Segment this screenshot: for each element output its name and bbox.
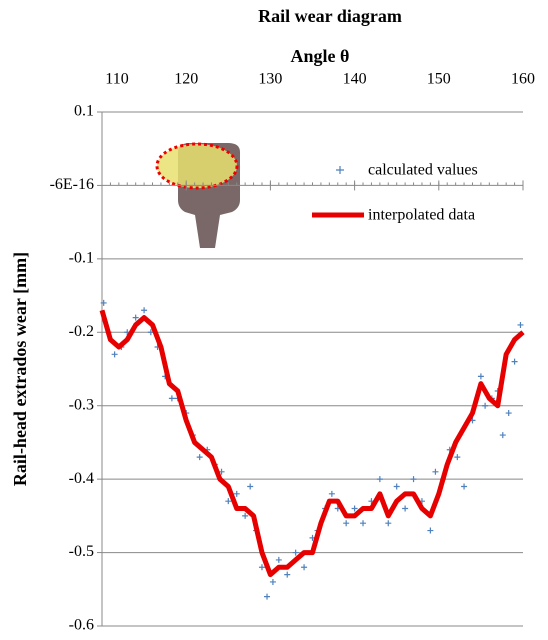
calculated-point: [343, 520, 350, 527]
calculated-point: [233, 490, 240, 497]
y-tick-label: -0.2: [69, 323, 94, 340]
calculated-point: [385, 520, 392, 527]
calculated-point: [410, 476, 417, 483]
y-tick-label: -0.6: [69, 617, 94, 634]
calculated-point: [141, 307, 148, 314]
calculated-point: [258, 564, 265, 571]
calculated-point: [264, 593, 271, 600]
calculated-point: [275, 556, 282, 563]
calculated-point: [376, 476, 383, 483]
x-axis-label: Angle θ: [291, 46, 350, 66]
wear-zone: [155, 142, 239, 190]
calculated-point: [427, 527, 434, 534]
calculated-point: [461, 483, 468, 490]
x-tick-label: 130: [258, 71, 282, 88]
chart-title: Rail wear diagram: [258, 6, 402, 26]
y-tick-label: -0.1: [69, 250, 94, 267]
x-tick-label: 120: [174, 71, 198, 88]
calculated-point: [269, 578, 276, 585]
calculated-point: [132, 314, 139, 321]
calculated-point: [242, 512, 249, 519]
y-tick-label: -0.4: [69, 470, 94, 487]
calculated-point: [402, 505, 409, 512]
calculated-point: [432, 468, 439, 475]
calculated-point: [111, 351, 118, 358]
legend-label: interpolated data: [368, 207, 475, 224]
legend-marker: [336, 166, 344, 174]
calculated-point: [301, 564, 308, 571]
calculated-point: [247, 483, 254, 490]
y-tick-label: -0.5: [69, 543, 94, 560]
calculated-point: [328, 490, 335, 497]
y-tick-label: -0.3: [69, 396, 94, 413]
calculated-point: [351, 505, 358, 512]
calculated-point: [284, 571, 291, 578]
calculated-point: [196, 454, 203, 461]
calculated-point: [517, 321, 524, 328]
y-axis-label: Rail-head extrados wear [mm]: [10, 252, 30, 486]
calculated-point: [393, 483, 400, 490]
calculated-point: [292, 549, 299, 556]
rail-photo: [155, 142, 240, 248]
calculated-point: [360, 520, 367, 527]
x-tick-label: 150: [427, 71, 451, 88]
interpolated-line: [99, 309, 525, 578]
y-tick-label: -6E-16: [50, 176, 94, 193]
calculated-point: [477, 373, 484, 380]
x-tick-label: 160: [511, 71, 535, 88]
calculated-point: [168, 395, 175, 402]
calculated-point: [505, 410, 512, 417]
calculated-point: [225, 498, 232, 505]
calculated-point: [100, 299, 107, 306]
x-tick-label: 110: [105, 71, 128, 88]
calculated-point: [499, 432, 506, 439]
legend-label: calculated values: [368, 162, 478, 179]
calculated-point: [454, 454, 461, 461]
x-tick-label: 140: [343, 71, 367, 88]
y-tick-label: 0.1: [74, 103, 94, 120]
calculated-point: [482, 402, 489, 409]
calculated-point: [511, 358, 518, 365]
